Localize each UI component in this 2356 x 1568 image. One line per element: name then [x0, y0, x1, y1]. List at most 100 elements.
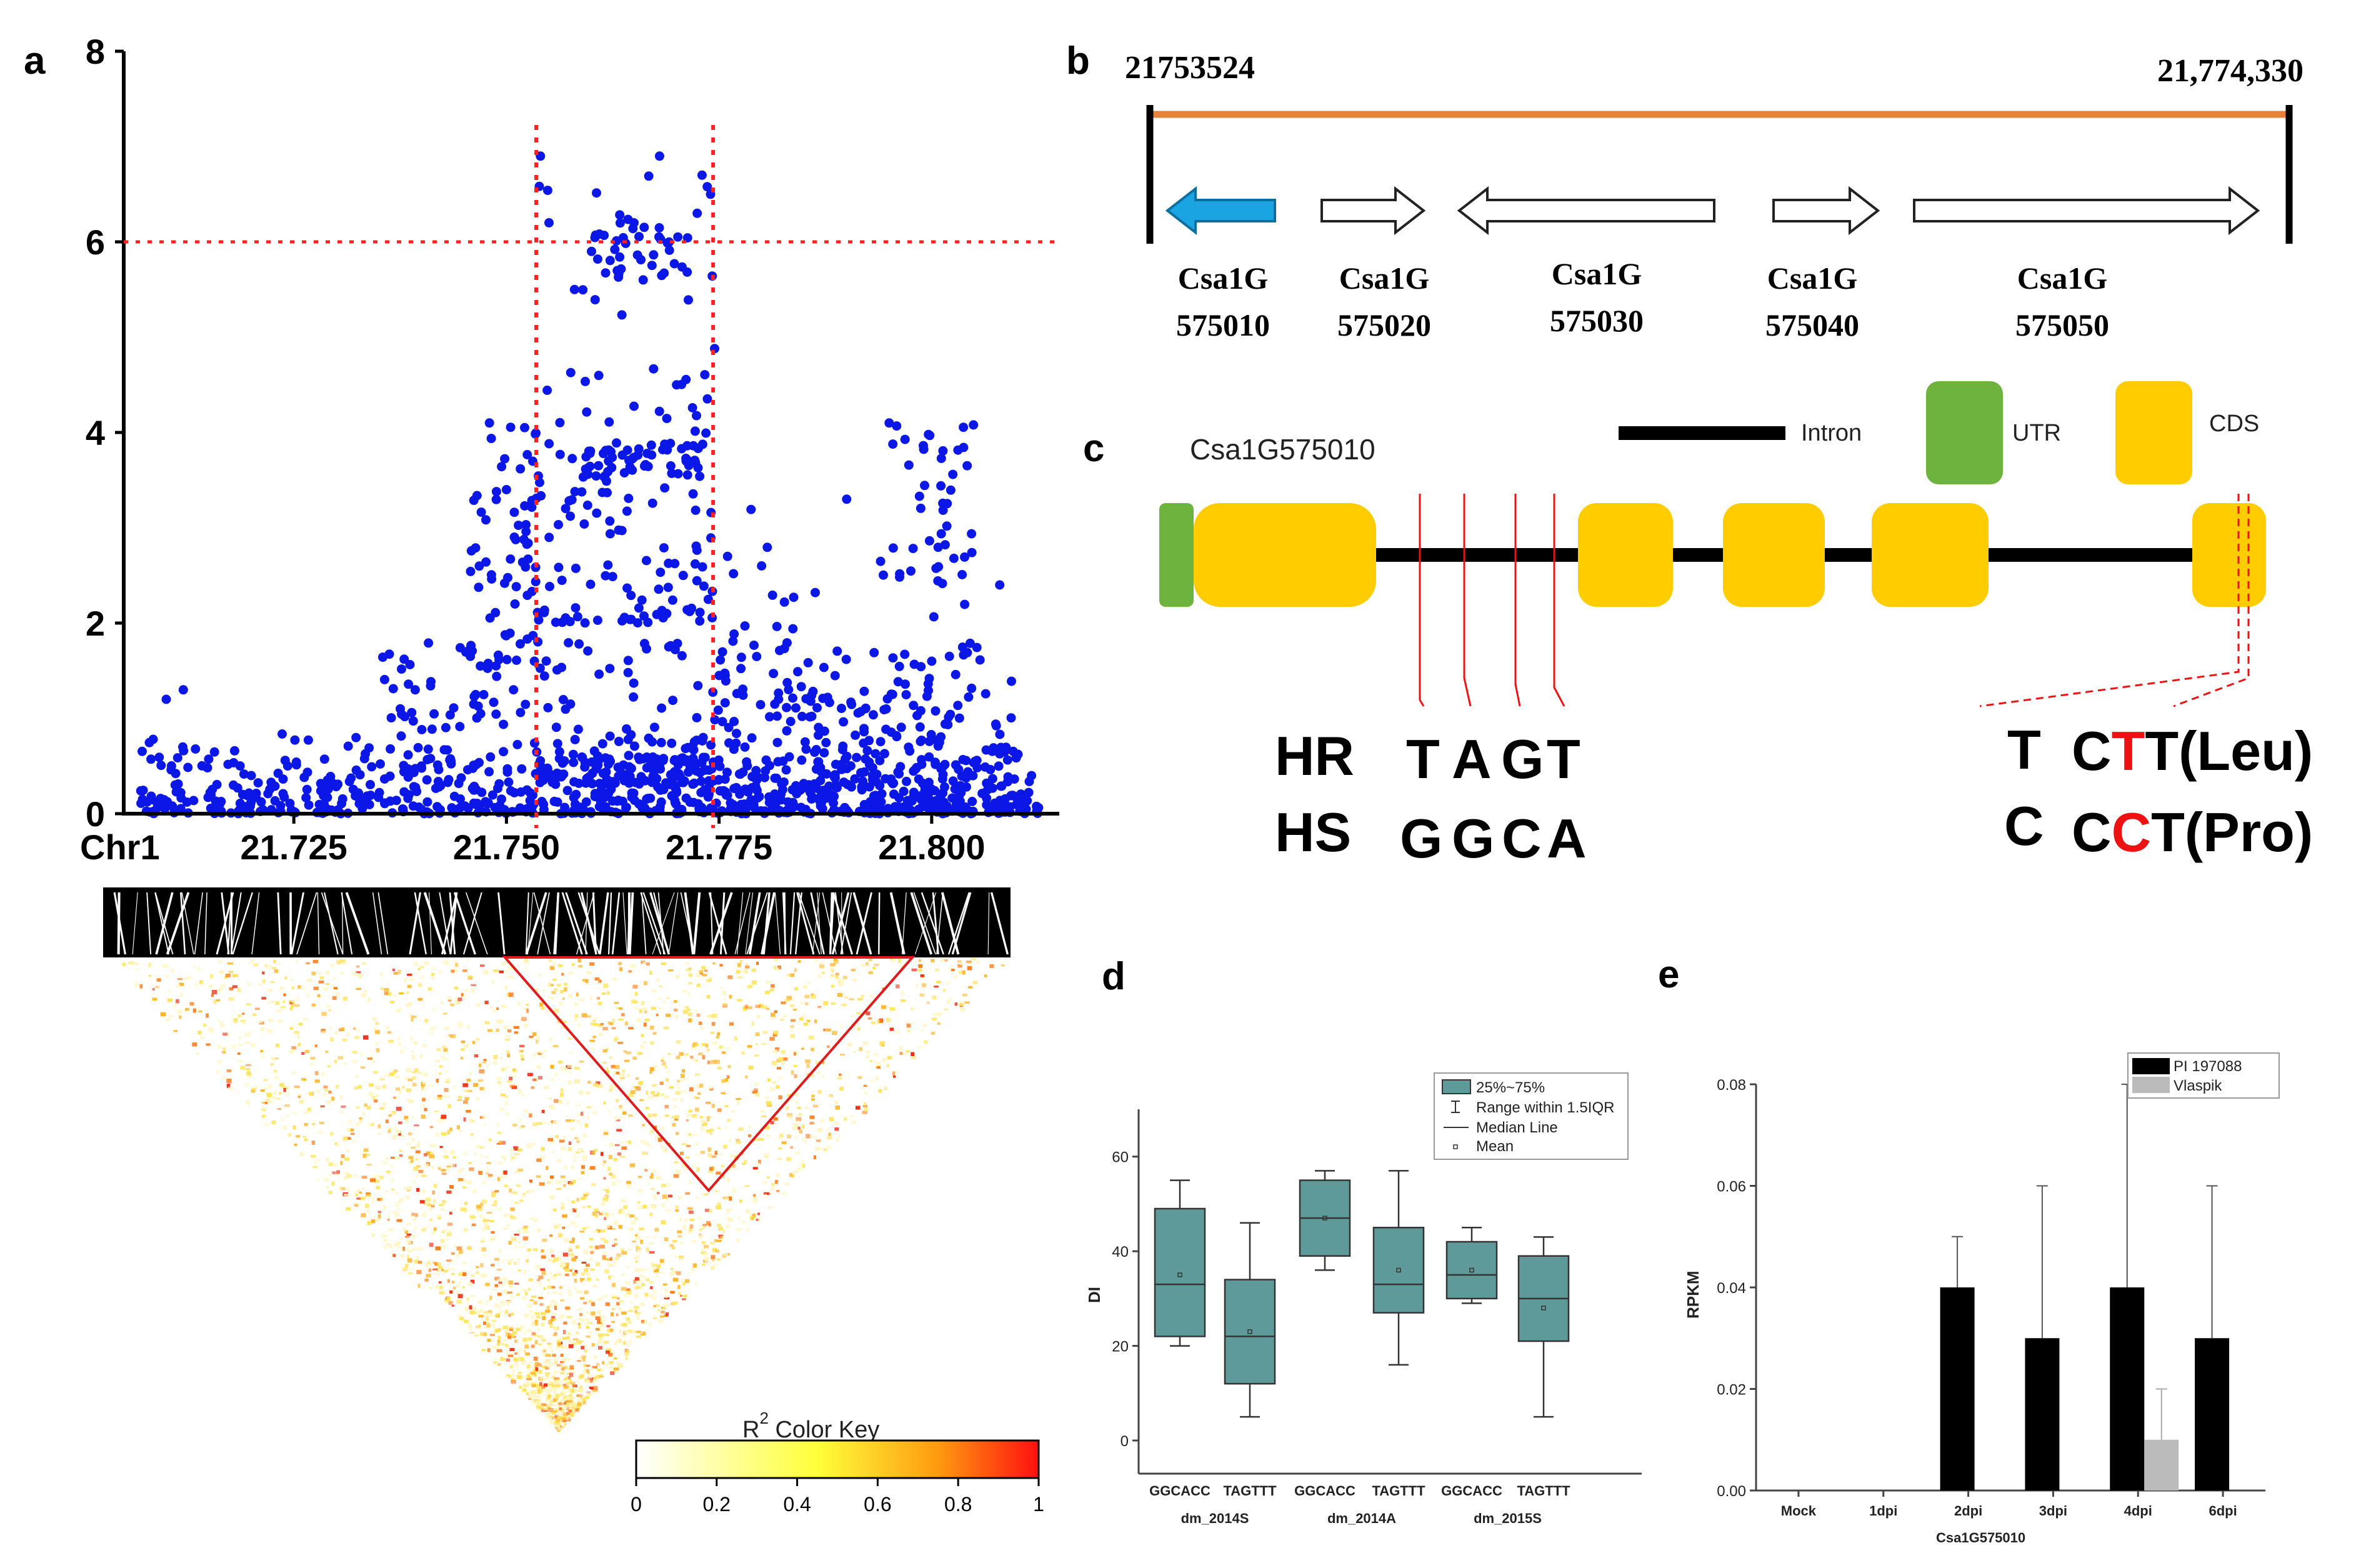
- ld-cell: [702, 1055, 706, 1060]
- snp-point: [376, 759, 385, 769]
- ld-cell: [599, 1375, 604, 1378]
- snp-point: [946, 709, 956, 719]
- ld-cell: [499, 1175, 504, 1179]
- snp-point: [622, 583, 632, 593]
- snp-point: [644, 171, 654, 181]
- ld-cell: [574, 1002, 578, 1006]
- ld-cell: [512, 1124, 517, 1127]
- ld-cell: [840, 1025, 844, 1029]
- ld-cell: [258, 983, 263, 986]
- ld-cell: [690, 1056, 694, 1059]
- snp-point: [557, 617, 567, 627]
- ld-cell: [835, 972, 839, 976]
- snp-point: [634, 232, 644, 242]
- ld-cell: [579, 1231, 585, 1233]
- start-coordinate: 21753524: [1125, 50, 1255, 86]
- snp-point: [724, 722, 734, 732]
- ld-cell: [776, 1173, 780, 1177]
- ld-cell: [563, 1415, 569, 1419]
- ld-cell: [607, 1263, 614, 1267]
- ld-cell: [311, 971, 316, 976]
- ld-cell: [311, 1003, 316, 1007]
- ld-cell: [304, 1111, 309, 1114]
- snp-point: [521, 562, 531, 572]
- ld-cell: [522, 1337, 527, 1342]
- ld-cell: [791, 1174, 794, 1178]
- snp-point: [166, 761, 176, 771]
- ld-cell: [700, 1026, 704, 1029]
- ld-cell: [489, 1312, 493, 1317]
- snp-point: [691, 766, 701, 776]
- ld-cell: [641, 1001, 645, 1006]
- ld-cell: [529, 1217, 535, 1220]
- snp-point: [839, 717, 849, 727]
- ld-cell: [796, 1101, 799, 1105]
- ld-cell: [321, 1031, 326, 1035]
- ld-cell: [689, 1134, 694, 1137]
- snp-point: [857, 785, 867, 795]
- ld-cell: [339, 1187, 346, 1191]
- snp-point: [566, 511, 576, 521]
- ld-cell: [585, 979, 589, 983]
- snp-point: [301, 792, 311, 802]
- ld-cell: [537, 1053, 542, 1056]
- ld-cell: [577, 1308, 581, 1311]
- snp-link-line: [132, 892, 138, 955]
- ld-cell: [479, 1069, 484, 1074]
- ld-cell: [537, 1051, 541, 1054]
- snp-point: [266, 777, 276, 787]
- ld-cell: [524, 1344, 529, 1349]
- ld-cell: [470, 1216, 476, 1219]
- ld-cell: [521, 1093, 524, 1097]
- ld-cell: [797, 960, 801, 963]
- ld-cell: [695, 1154, 700, 1156]
- ld-cell: [561, 1202, 565, 1206]
- ld-cell: [463, 1044, 469, 1049]
- ld-cell: [375, 1030, 381, 1034]
- snp-point: [654, 584, 664, 594]
- ld-cell: [572, 1319, 577, 1323]
- ld-cell: [331, 1181, 335, 1186]
- ld-cell: [658, 1271, 664, 1274]
- ld-cell: [527, 1380, 531, 1384]
- ld-cell: [756, 1162, 760, 1166]
- cds-exons: [1194, 503, 2266, 607]
- ld-cell: [407, 1250, 413, 1252]
- ld-cell: [134, 982, 139, 987]
- snp-point: [682, 267, 692, 277]
- ld-cell: [526, 1009, 529, 1013]
- ld-cell: [362, 1112, 366, 1116]
- ld-cell: [904, 1052, 907, 1056]
- ld-cell: [918, 964, 923, 968]
- ld-cell: [931, 1017, 937, 1021]
- ld-cell: [619, 967, 623, 971]
- ld-cell: [544, 1389, 550, 1392]
- ld-cell: [566, 1102, 569, 1105]
- snp-point: [397, 804, 407, 814]
- ld-cell: [414, 1068, 419, 1073]
- ld-cell: [622, 1069, 625, 1073]
- ld-cell: [216, 1059, 222, 1064]
- ld-cell: [327, 1065, 331, 1067]
- ld-cell: [567, 1246, 572, 1249]
- ld-cell: [706, 1048, 710, 1052]
- snp-point: [489, 697, 499, 707]
- ld-cell: [626, 1317, 631, 1320]
- ld-cell: [576, 1120, 581, 1123]
- snp-point: [178, 685, 188, 695]
- ld-cell: [232, 1044, 236, 1049]
- snp-point: [229, 746, 239, 756]
- ld-cell: [308, 1092, 312, 1096]
- ld-cell: [417, 1261, 422, 1264]
- ld-cell: [509, 1076, 513, 1081]
- ld-cell: [551, 1286, 556, 1289]
- ld-cell: [677, 1086, 681, 1090]
- ld-cell: [572, 1407, 576, 1411]
- ld-cell: [618, 957, 624, 961]
- ld-cell: [407, 1079, 413, 1082]
- ld-cell: [469, 1331, 475, 1334]
- ld-cell: [537, 1279, 541, 1282]
- ld-cell: [703, 1252, 709, 1257]
- snp-point: [581, 778, 591, 788]
- ld-cell: [548, 1392, 552, 1396]
